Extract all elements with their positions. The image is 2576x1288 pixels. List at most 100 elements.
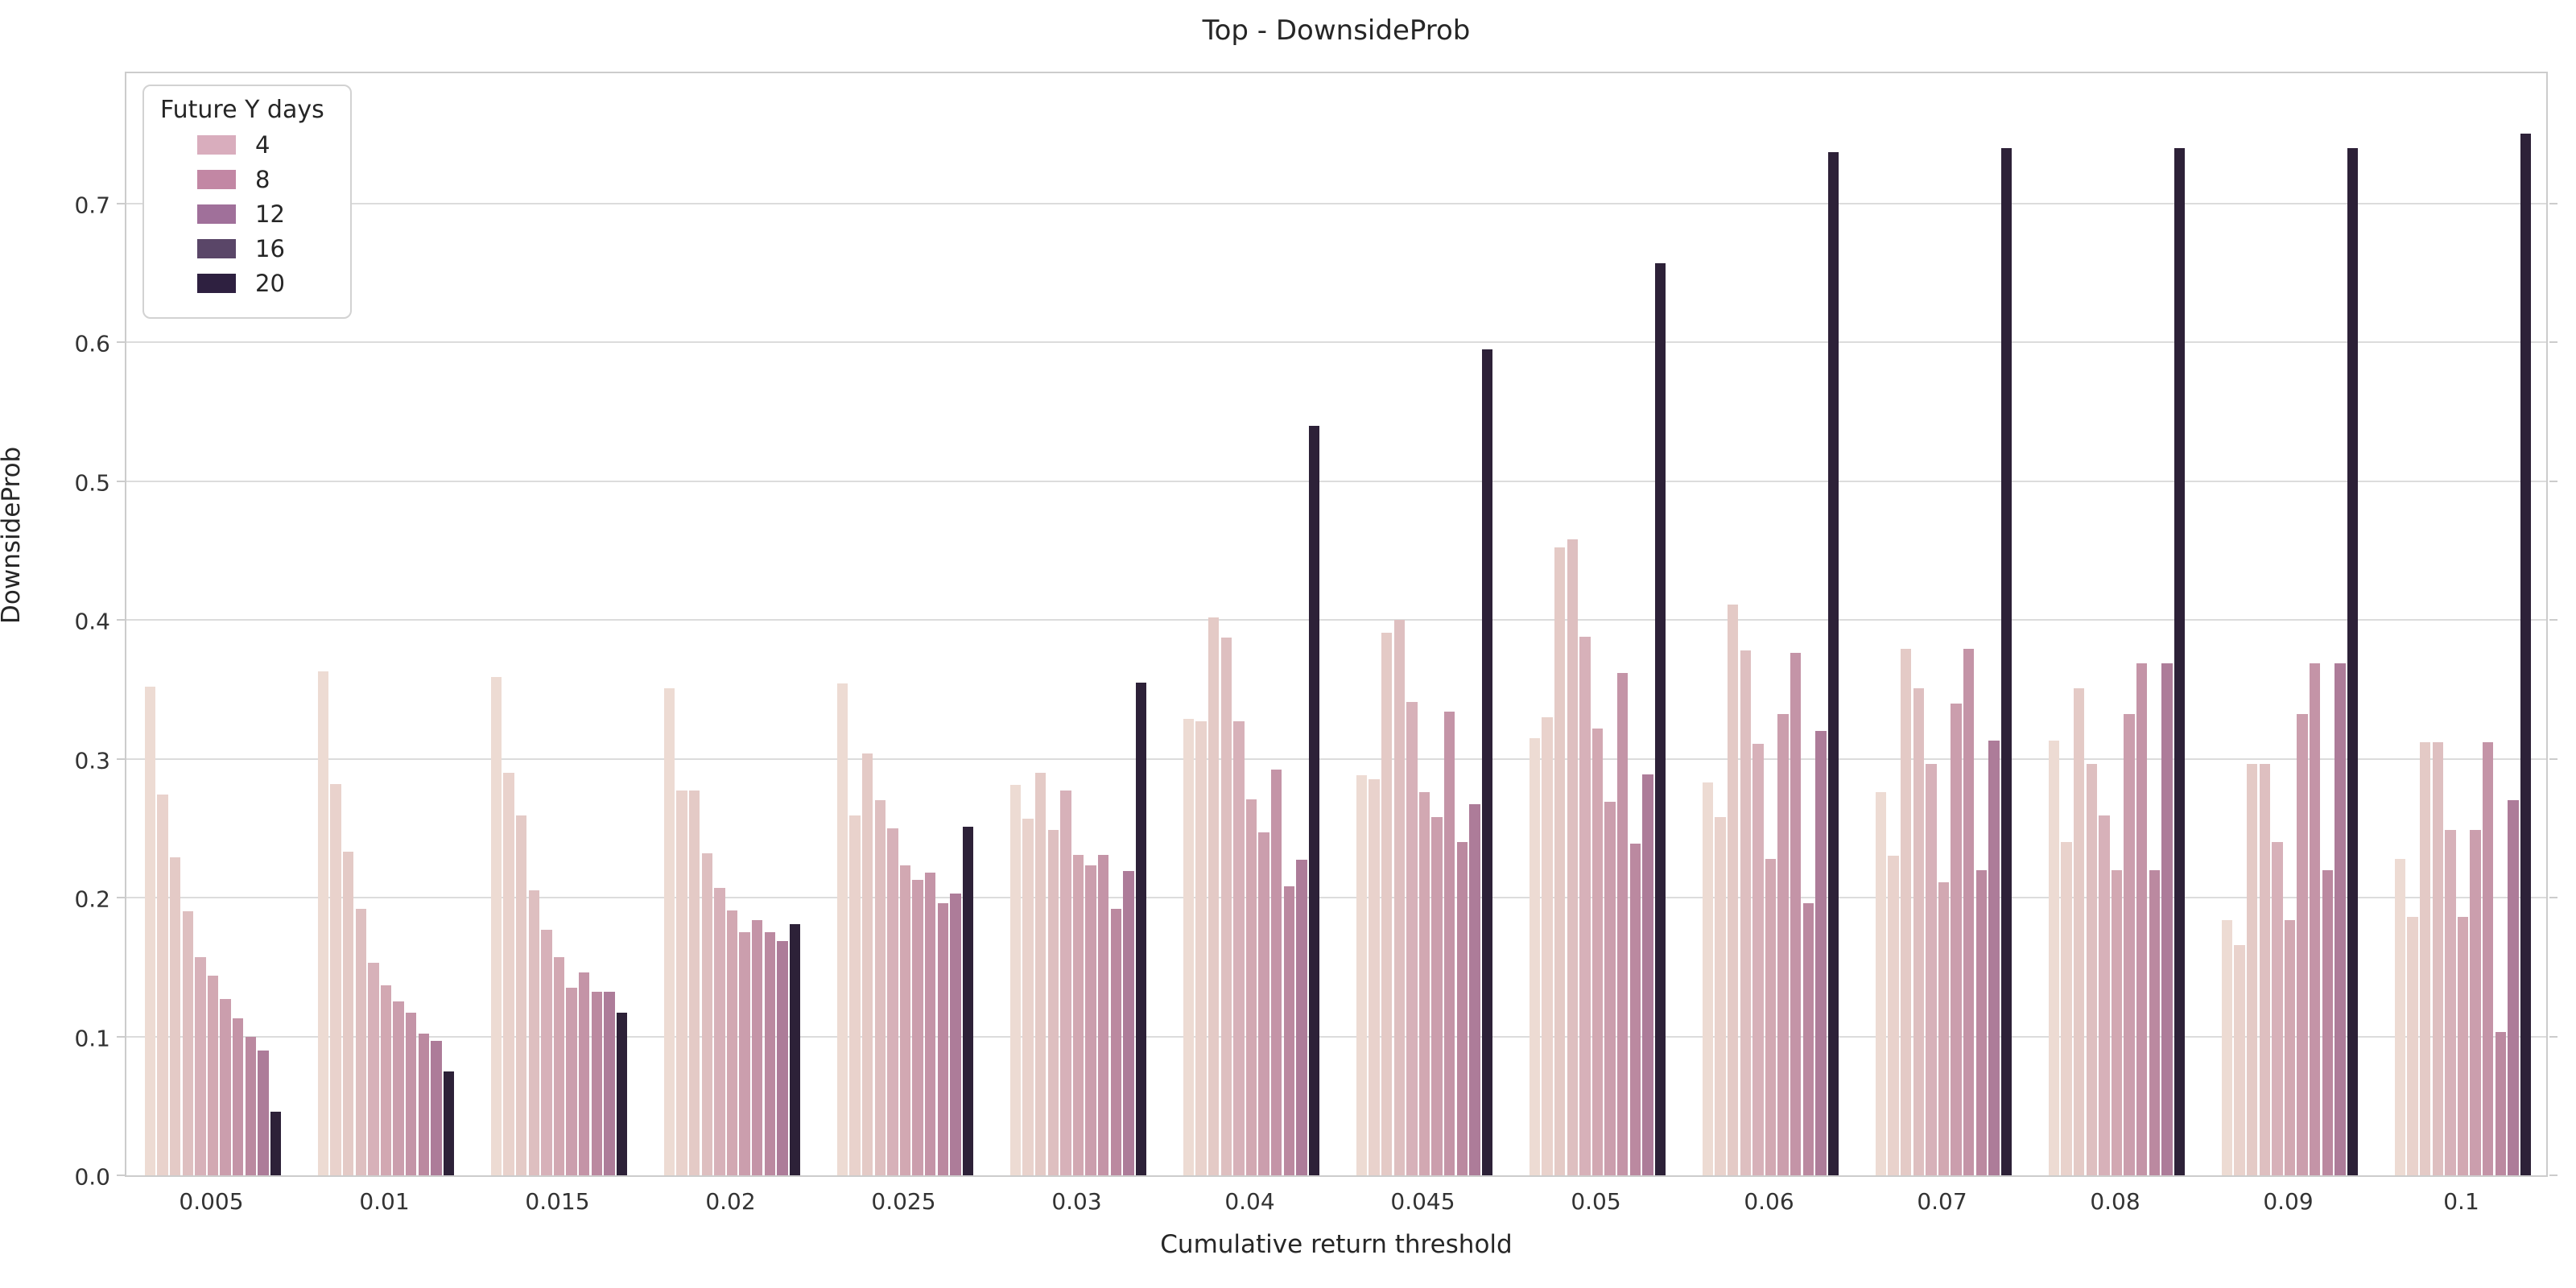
bar <box>1752 743 1764 1175</box>
bar <box>764 932 776 1175</box>
bar <box>1085 865 1096 1175</box>
bar <box>1047 829 1059 1175</box>
y-tick-label: 0.2 <box>74 886 110 913</box>
bar <box>2000 147 2013 1175</box>
bar <box>2394 858 2406 1175</box>
bar <box>1220 638 1232 1175</box>
y-tick-mark <box>2549 202 2557 204</box>
bar <box>1233 720 1245 1175</box>
legend-label: 4 <box>255 131 270 159</box>
bar <box>515 815 527 1175</box>
bar <box>1258 832 1269 1175</box>
bar <box>616 1013 628 1175</box>
bar <box>1554 547 1566 1175</box>
legend-label: 16 <box>255 235 285 262</box>
bar <box>1963 649 1975 1175</box>
bar <box>1542 716 1553 1175</box>
y-tick-label: 0.0 <box>74 1163 110 1191</box>
legend-row: 4 <box>197 131 329 159</box>
bar <box>553 957 565 1175</box>
y-tick-label: 0.7 <box>74 192 110 219</box>
y-tick-mark <box>117 1035 125 1038</box>
bar <box>2124 714 2135 1175</box>
y-tick-mark <box>2549 480 2557 482</box>
bar <box>739 932 750 1175</box>
bar <box>1815 731 1827 1175</box>
bar <box>2483 741 2494 1175</box>
bar <box>950 893 961 1175</box>
y-tick-mark <box>117 758 125 760</box>
bar <box>1245 799 1257 1175</box>
bar <box>2099 815 2110 1175</box>
bar <box>1888 856 1899 1175</box>
bar <box>1444 711 1455 1175</box>
bar <box>1802 902 1814 1175</box>
bar <box>182 911 193 1175</box>
bar <box>2073 687 2085 1175</box>
x-tick-label: 0.04 <box>1224 1188 1275 1215</box>
legend-label: 12 <box>255 200 285 228</box>
bar <box>1393 620 1405 1175</box>
bar <box>1456 842 1468 1175</box>
bar <box>2508 800 2519 1175</box>
x-tick-label: 0.1 <box>2443 1188 2479 1215</box>
gridline <box>126 341 2546 344</box>
bar <box>2457 917 2469 1175</box>
bar <box>676 791 687 1175</box>
bar <box>777 940 788 1175</box>
bar <box>604 992 615 1175</box>
bar <box>2259 764 2270 1175</box>
bar <box>144 686 156 1175</box>
x-tick-label: 0.07 <box>1917 1188 1967 1215</box>
bar <box>1715 816 1726 1175</box>
legend-row: 20 <box>197 270 329 297</box>
bar <box>1938 882 1950 1175</box>
legend: Future Y days 4 8 12 16 20 <box>142 85 352 319</box>
y-tick-mark <box>117 480 125 482</box>
bar <box>701 852 712 1175</box>
bar <box>2297 714 2308 1175</box>
x-tick-label: 0.03 <box>1051 1188 1102 1215</box>
bar <box>2272 842 2283 1175</box>
bar <box>1308 425 1320 1175</box>
legend-swatch <box>197 239 236 258</box>
bar <box>169 857 181 1175</box>
gridline <box>126 758 2546 760</box>
bar <box>1296 860 1307 1175</box>
bar <box>2086 764 2097 1175</box>
gridline <box>126 897 2546 899</box>
bar <box>1356 775 1368 1175</box>
bar <box>2407 917 2418 1175</box>
bar <box>2161 663 2173 1175</box>
bar <box>1271 770 1282 1175</box>
y-tick-label: 0.4 <box>74 608 110 635</box>
bar <box>1418 791 1430 1175</box>
bar <box>1702 782 1714 1175</box>
bar <box>836 683 848 1175</box>
legend-title: Future Y days <box>160 96 324 124</box>
bar <box>490 676 502 1175</box>
x-tick-label: 0.045 <box>1390 1188 1455 1215</box>
x-tick-label: 0.05 <box>1571 1188 1621 1215</box>
legend-swatch <box>197 204 236 224</box>
bar <box>330 783 341 1175</box>
bar <box>380 985 392 1175</box>
x-tick-label: 0.01 <box>359 1188 410 1215</box>
bar <box>1591 728 1604 1175</box>
bar <box>2520 134 2532 1175</box>
gridline <box>126 480 2546 482</box>
y-tick-mark <box>2549 758 2557 760</box>
bar <box>233 1018 244 1175</box>
bar <box>2432 741 2443 1175</box>
bar <box>1283 886 1295 1175</box>
bar <box>1926 764 1937 1175</box>
bar <box>579 972 590 1175</box>
x-axis-label: Cumulative return threshold <box>1160 1230 1513 1259</box>
bar <box>1208 617 1220 1175</box>
legend-swatch <box>197 135 236 155</box>
y-tick-mark <box>117 897 125 899</box>
bar <box>1060 791 1071 1175</box>
legend-row: 12 <box>197 200 329 228</box>
bar <box>2310 663 2321 1175</box>
